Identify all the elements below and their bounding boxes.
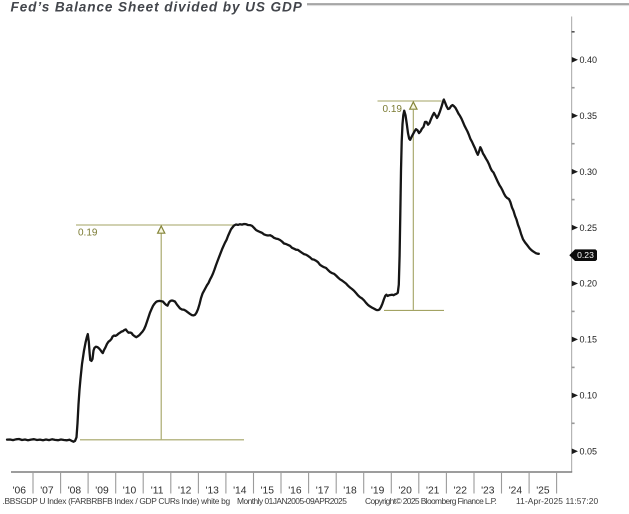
svg-text:'25: '25 <box>536 485 550 496</box>
svg-text:'07: '07 <box>40 485 54 496</box>
svg-text:0.20: 0.20 <box>580 279 598 289</box>
svg-text:'15: '15 <box>261 485 275 496</box>
svg-text:'06: '06 <box>13 485 27 496</box>
svg-text:'11: '11 <box>151 485 164 496</box>
svg-text:0.25: 0.25 <box>580 223 598 233</box>
svg-text:'19: '19 <box>371 485 385 496</box>
svg-text:0.30: 0.30 <box>580 167 598 177</box>
svg-text:0.19: 0.19 <box>383 104 403 115</box>
svg-text:11-Apr-2025 11:57:20: 11-Apr-2025 11:57:20 <box>516 496 598 506</box>
svg-text:.BBSGDP U Index (FARBRBFB Inde: .BBSGDP U Index (FARBRBFB Index / GDP CU… <box>3 496 231 506</box>
svg-text:'17: '17 <box>316 485 330 496</box>
svg-text:'12: '12 <box>178 485 192 496</box>
svg-text:'09: '09 <box>95 485 109 496</box>
svg-text:0.35: 0.35 <box>580 111 598 121</box>
svg-text:Fed’s Balance Sheet divided by: Fed’s Balance Sheet divided by US GDP <box>11 0 303 15</box>
svg-text:'20: '20 <box>398 485 412 496</box>
svg-text:'18: '18 <box>343 485 357 496</box>
svg-text:'21: '21 <box>426 485 440 496</box>
svg-text:0.23: 0.23 <box>577 250 594 260</box>
svg-text:'13: '13 <box>205 485 219 496</box>
svg-text:'23: '23 <box>481 485 495 496</box>
svg-text:0.05: 0.05 <box>580 447 598 457</box>
svg-text:Monthly 01JAN2005-09APR2025: Monthly 01JAN2005-09APR2025 <box>237 496 347 506</box>
svg-text:0.10: 0.10 <box>580 391 598 401</box>
svg-text:'14: '14 <box>233 485 247 496</box>
svg-text:0.19: 0.19 <box>78 227 98 238</box>
svg-text:'10: '10 <box>123 485 137 496</box>
svg-text:'08: '08 <box>68 485 82 496</box>
svg-text:'16: '16 <box>288 485 302 496</box>
svg-text:0.15: 0.15 <box>580 335 598 345</box>
svg-text:Copyright© 2025 Bloomberg Fina: Copyright© 2025 Bloomberg Finance L.P. <box>365 496 497 506</box>
svg-text:'22: '22 <box>454 485 468 496</box>
svg-text:'24: '24 <box>509 485 523 496</box>
svg-text:0.40: 0.40 <box>580 55 598 65</box>
